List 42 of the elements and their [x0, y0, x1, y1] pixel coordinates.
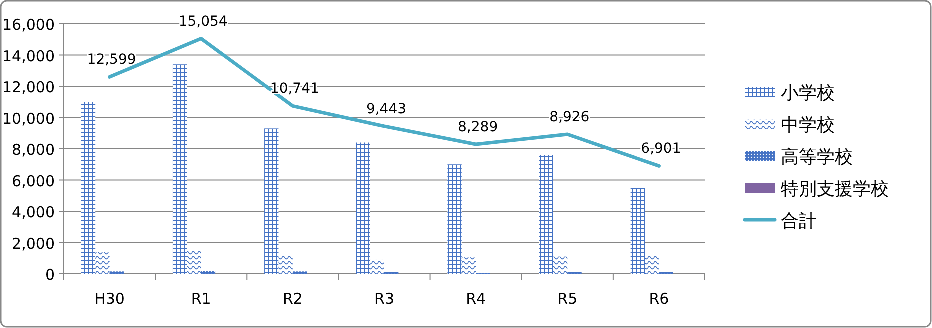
x-tick-label: R5: [558, 290, 578, 308]
data-label: 10,741: [270, 81, 320, 98]
data-label: 8,926: [550, 110, 590, 126]
y-tick-label: 4,000: [12, 204, 55, 222]
data-label: 6,901: [641, 141, 682, 158]
bar: [81, 102, 96, 274]
data-label: 15,054: [178, 14, 228, 30]
y-tick-label: 16,000: [2, 16, 55, 34]
bar: [539, 155, 554, 274]
x-tick-label: H30: [94, 290, 125, 308]
y-tick-label: 12,000: [2, 78, 55, 96]
y-tick-label: 2,000: [12, 234, 55, 253]
legend-label: 合計: [781, 211, 817, 232]
y-tick-label: 0: [45, 266, 55, 284]
bar: [96, 252, 110, 274]
data-label: 9,443: [366, 101, 407, 118]
x-tick-label: R1: [191, 290, 212, 308]
bar: [172, 64, 188, 274]
bar: [370, 260, 384, 274]
x-tick-label: R3: [374, 290, 394, 308]
y-tick-label: 10,000: [2, 110, 55, 128]
bar: [553, 256, 568, 274]
bar: [356, 142, 370, 274]
legend-label: 中学校: [781, 115, 835, 136]
bar: [278, 255, 293, 274]
data-label: 12,599: [87, 52, 136, 68]
bar: [645, 255, 660, 274]
bar: [462, 258, 476, 274]
legend-label: 高等学校: [781, 147, 853, 168]
bar: [448, 164, 462, 274]
x-tick-label: R2: [282, 290, 303, 308]
y-tick-label: 14,000: [2, 47, 55, 66]
bar: [630, 188, 646, 274]
bar: [187, 251, 202, 274]
y-tick-label: 8,000: [12, 141, 55, 159]
legend-label: 特別支援学校: [781, 179, 889, 200]
x-tick-label: R6: [649, 290, 670, 308]
data-label: 8,289: [458, 119, 498, 136]
x-tick-label: R4: [466, 290, 486, 308]
y-tick-label: 6,000: [12, 172, 55, 190]
bar: [264, 128, 279, 274]
legend-label: 小学校: [781, 83, 835, 104]
